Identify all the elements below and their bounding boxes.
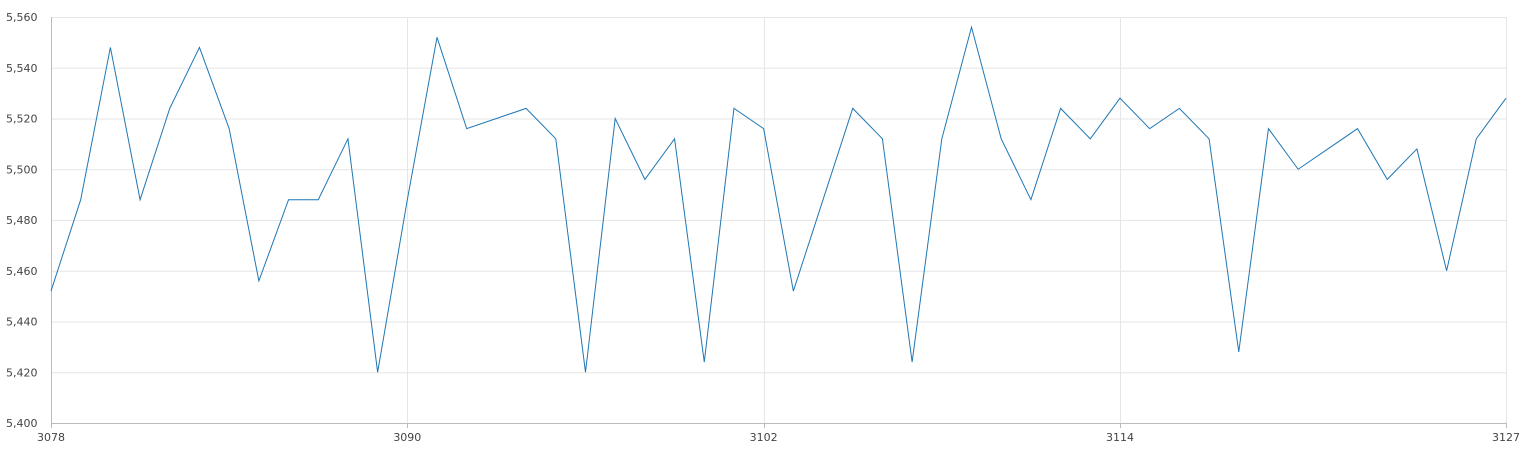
x-tick-label: 3078	[37, 431, 65, 444]
data-point	[466, 128, 467, 129]
x-tick-label: 3090	[393, 431, 421, 444]
data-point	[1060, 108, 1061, 109]
data-point	[258, 280, 259, 281]
data-point	[763, 128, 764, 129]
data-point	[1179, 108, 1180, 109]
data-point	[1327, 148, 1328, 149]
data-point	[1505, 98, 1506, 99]
data-point	[1298, 169, 1299, 170]
x-tick-label: 3102	[750, 431, 778, 444]
tick-labels: 5,400 5,420 5,440 5,460 5,480 5,500 5,520 5,540…	[6, 11, 1520, 444]
data-point	[1030, 199, 1031, 200]
data-point	[704, 362, 705, 363]
data-point	[1149, 128, 1150, 129]
y-tick-label: 5,520	[6, 113, 38, 126]
y-tick-label: 5,400	[6, 417, 38, 430]
data-point	[1476, 138, 1477, 139]
data-point	[80, 199, 81, 200]
data-point	[852, 108, 853, 109]
data-point	[110, 47, 111, 48]
data-point	[169, 108, 170, 109]
data-point	[50, 290, 51, 291]
data-point	[882, 138, 883, 139]
data-point	[139, 199, 140, 200]
data-point	[377, 372, 378, 373]
y-tick-label: 5,500	[6, 163, 38, 176]
y-tick-label: 5,440	[6, 316, 38, 329]
x-tick-label: 3114	[1106, 431, 1134, 444]
data-point	[733, 108, 734, 109]
data-point	[318, 199, 319, 200]
data-point	[199, 47, 200, 48]
data-point	[822, 199, 823, 200]
data-point	[436, 37, 437, 38]
data-point	[674, 138, 675, 139]
y-tick-label: 5,560	[6, 11, 38, 24]
y-tick-label: 5,460	[6, 265, 38, 278]
data-point	[1238, 351, 1239, 352]
series-line	[50, 25, 1507, 373]
data-point	[407, 199, 408, 200]
data-point	[1387, 179, 1388, 180]
data-point	[615, 118, 616, 119]
data-point	[1416, 148, 1417, 149]
data-point	[1001, 138, 1002, 139]
data-point	[793, 290, 794, 291]
data-point	[526, 108, 527, 109]
data-point	[941, 138, 942, 139]
data-point	[288, 199, 289, 200]
y-tick-label: 5,540	[6, 62, 38, 75]
axes	[51, 17, 1507, 428]
data-point	[229, 128, 230, 129]
y-tick-label: 5,480	[6, 214, 38, 227]
data-point	[971, 27, 972, 28]
x-tick-label: 3127	[1492, 431, 1520, 444]
data-point	[1357, 128, 1358, 129]
data-point	[1208, 138, 1209, 139]
data-point	[347, 138, 348, 139]
data-point	[585, 372, 586, 373]
series-layer	[50, 25, 1507, 373]
data-point	[555, 138, 556, 139]
data-point	[1268, 128, 1269, 129]
y-tick-label: 5,420	[6, 366, 38, 379]
data-point	[1446, 270, 1447, 271]
data-point	[1090, 138, 1091, 139]
data-point	[496, 118, 497, 119]
gridlines	[51, 17, 1507, 423]
data-point	[912, 362, 913, 363]
data-point	[644, 179, 645, 180]
data-point	[1119, 98, 1120, 99]
